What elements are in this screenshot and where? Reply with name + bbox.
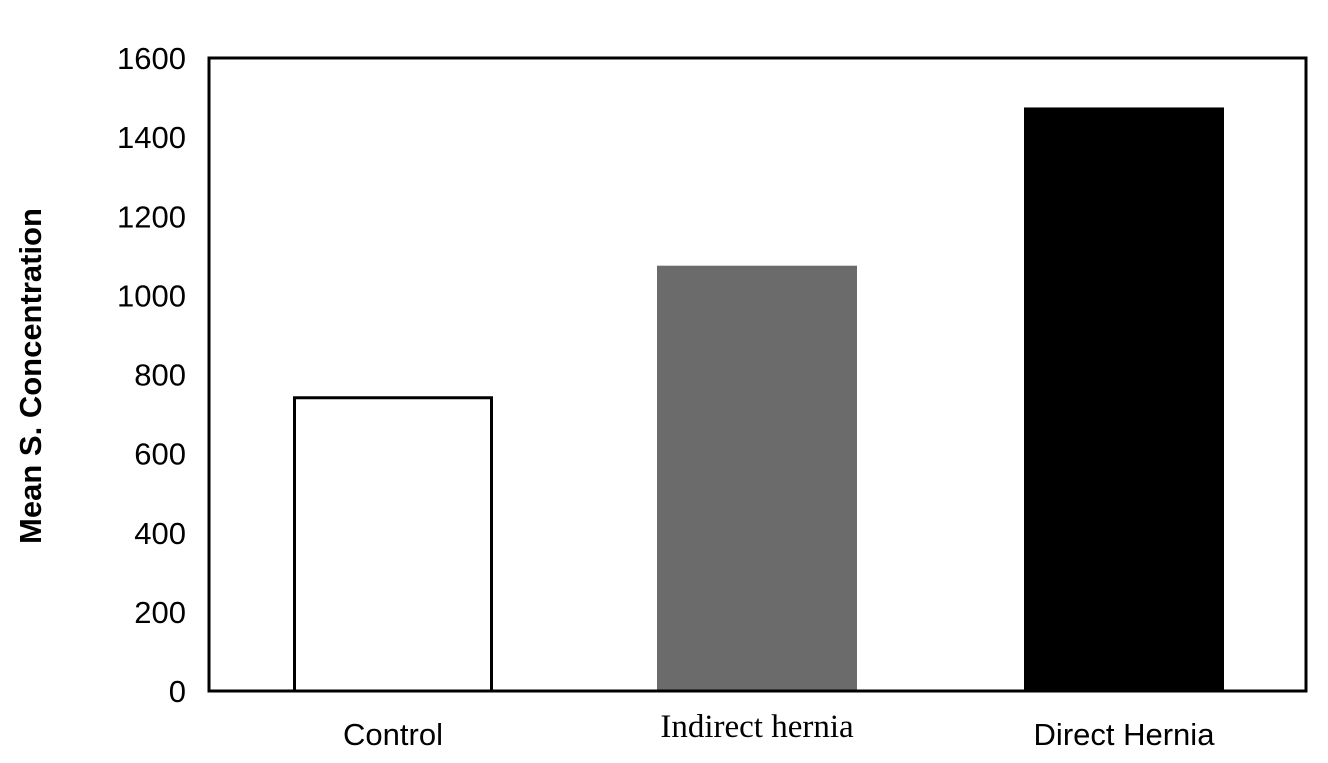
y-axis-title: Mean S. Concentration bbox=[13, 208, 48, 544]
x-category-label: Indirect hernia bbox=[660, 709, 854, 745]
bar-series bbox=[293, 107, 1224, 693]
bar bbox=[1024, 107, 1224, 691]
bar bbox=[293, 396, 493, 693]
y-tick-label: 1600 bbox=[117, 41, 186, 76]
y-tick-label: 600 bbox=[134, 437, 186, 472]
y-tick-label: 200 bbox=[134, 595, 186, 630]
x-category-label: Direct Hernia bbox=[1034, 717, 1216, 752]
y-tick-label: 800 bbox=[134, 358, 186, 393]
y-tick-label: 400 bbox=[134, 516, 186, 551]
y-tick-label: 1400 bbox=[117, 120, 186, 155]
bar bbox=[657, 265, 857, 691]
y-tick-label: 0 bbox=[169, 674, 186, 709]
x-axis-labels: Control Indirect hernia Direct Hernia bbox=[343, 709, 1215, 752]
plot-frame bbox=[207, 56, 1308, 693]
y-tick-label: 1000 bbox=[117, 278, 186, 313]
y-tick-label: 1200 bbox=[117, 199, 186, 234]
y-axis-ticks: 0 200 400 600 800 1000 1200 1400 1600 bbox=[117, 41, 186, 709]
x-category-label: Control bbox=[343, 717, 443, 752]
